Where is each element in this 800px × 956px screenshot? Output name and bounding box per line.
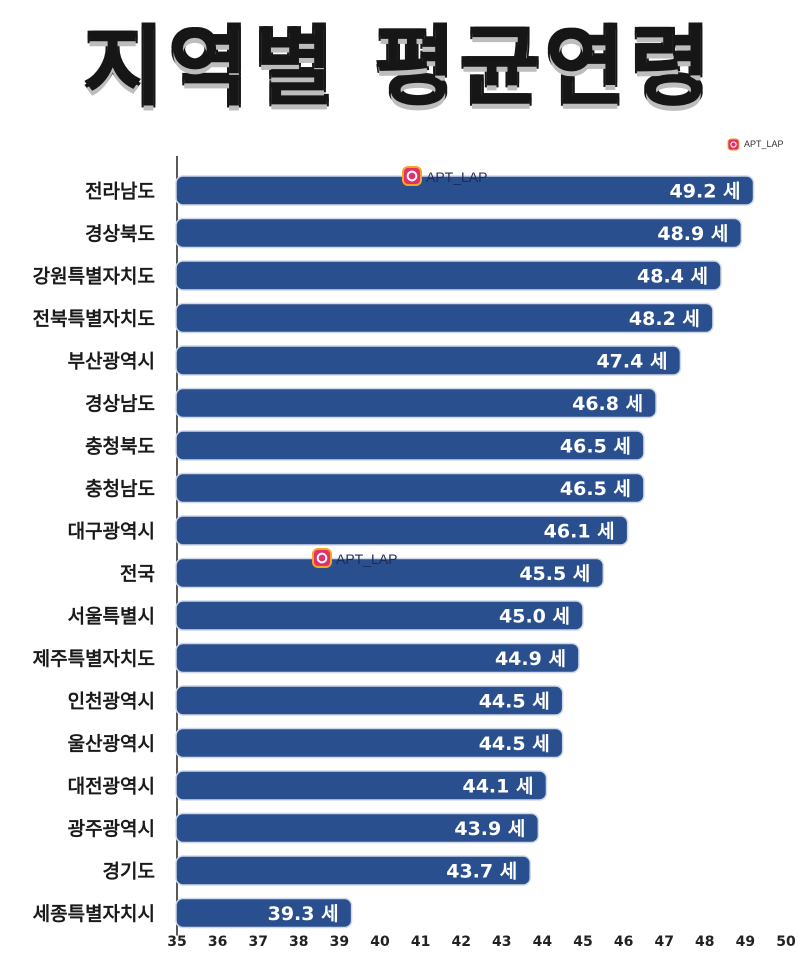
x-tick-label: 44: [533, 934, 553, 950]
x-tick-label: 39: [330, 934, 349, 950]
category-label: 경상남도: [85, 393, 155, 415]
bar: [175, 897, 353, 929]
category-label: 전라남도: [85, 181, 155, 203]
value-label: 39.3 세: [268, 903, 339, 925]
value-label: 48.9 세: [657, 223, 728, 245]
instagram-lens: [406, 170, 418, 182]
instagram-icon: [402, 166, 422, 186]
bar: [175, 175, 755, 206]
category-label: 제주특별자치도: [33, 648, 155, 670]
bar: [175, 515, 629, 546]
category-label: 경기도: [103, 861, 155, 883]
value-label: 48.4 세: [637, 266, 708, 288]
bar: [175, 812, 540, 844]
category-label: 충청남도: [85, 478, 155, 500]
watermark-text: APT_LAP: [744, 139, 784, 149]
category-label: 충청북도: [85, 436, 155, 458]
bar: [175, 260, 722, 291]
value-label: 48.2 세: [629, 308, 700, 330]
value-label: 45.5 세: [519, 563, 590, 585]
instagram-lens: [316, 552, 328, 564]
value-label: 44.5 세: [479, 733, 550, 755]
x-tick-label: 38: [289, 934, 308, 950]
instagram-icon: [312, 548, 332, 568]
category-label: 전북특별자치도: [33, 308, 155, 330]
x-tick-label: 37: [248, 934, 267, 950]
bar: [175, 217, 743, 249]
x-tick-label: 35: [167, 934, 186, 950]
value-label: 49.2 세: [670, 181, 741, 203]
category-label: 서울특별시: [68, 606, 155, 628]
category-label: 대전광역시: [68, 776, 155, 798]
bar: [175, 855, 531, 886]
bar: [175, 727, 564, 759]
category-label: 대구광역시: [68, 521, 155, 543]
category-label: 부산광역시: [68, 351, 155, 373]
bar: [175, 770, 548, 801]
x-tick-label: 42: [451, 934, 470, 950]
category-label: 광주광역시: [68, 818, 155, 840]
x-tick-label: 43: [492, 934, 511, 950]
x-tick-label: 40: [370, 934, 390, 950]
value-label: 46.8 세: [572, 393, 643, 415]
value-label: 44.1 세: [462, 776, 533, 798]
watermark-text: APT_LAP: [426, 169, 487, 185]
category-label: 울산광역시: [68, 733, 155, 755]
category-label: 인천광역시: [68, 691, 155, 713]
page-title: 지역별 평균연령: [84, 17, 716, 118]
value-label: 46.5 세: [560, 478, 631, 500]
value-label: 47.4 세: [596, 351, 667, 373]
bar: [175, 642, 580, 674]
value-label: 43.7 세: [446, 861, 517, 883]
bar: [175, 685, 564, 716]
value-label: 43.9 세: [454, 818, 525, 840]
value-label: 44.5 세: [479, 691, 550, 713]
category-label: 강원특별자치도: [33, 266, 155, 288]
value-label: 45.0 세: [499, 606, 570, 628]
instagram-icon: [727, 138, 740, 151]
x-tick-label: 36: [208, 934, 227, 950]
watermark-text: APT_LAP: [336, 551, 397, 567]
category-label: 세종특별자치시: [33, 903, 155, 925]
instagram-lens: [730, 141, 737, 148]
value-label: 46.1 세: [544, 521, 615, 543]
bar: [175, 430, 645, 461]
x-tick-label: 45: [573, 934, 592, 950]
value-label: 44.9 세: [495, 648, 566, 670]
category-label: 전국: [120, 563, 155, 585]
x-tick-label: 48: [695, 934, 714, 950]
bar: [175, 302, 714, 334]
bar: [175, 472, 645, 504]
x-tick-label: 46: [614, 934, 633, 950]
x-tick-label: 47: [654, 934, 673, 950]
bar: [175, 387, 657, 419]
bar: [175, 557, 605, 589]
x-tick-label: 49: [736, 934, 755, 950]
bar: [175, 345, 682, 376]
x-tick-label: 41: [411, 934, 430, 950]
bar: [175, 600, 584, 631]
x-tick-label: 50: [776, 934, 796, 950]
category-label: 경상북도: [85, 223, 155, 245]
value-label: 46.5 세: [560, 436, 631, 458]
